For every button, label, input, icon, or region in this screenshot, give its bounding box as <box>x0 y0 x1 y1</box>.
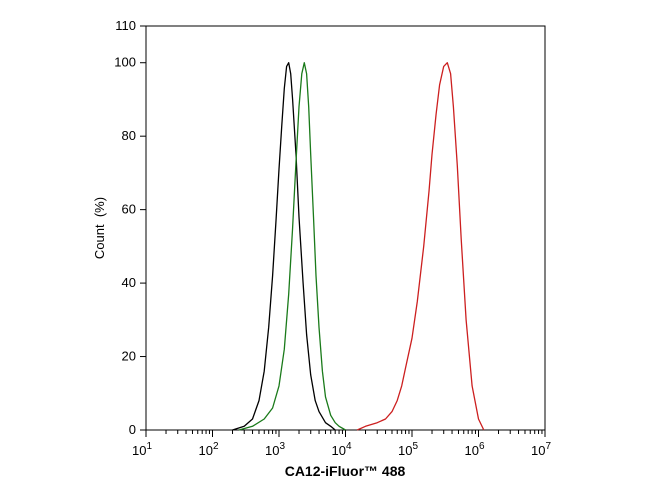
plot-frame <box>145 25 546 431</box>
series-line-3 <box>356 62 485 431</box>
y-tick-label: 80 <box>122 128 136 143</box>
y-tick-label: 110 <box>115 18 136 33</box>
x-axis-label: CA12-iFluor™ 488 <box>285 463 406 479</box>
y-axis: 0 20 40 60 80 100 110 <box>114 18 146 437</box>
x-tick-label: 103 <box>265 441 285 458</box>
y-tick-label: 0 <box>129 422 136 437</box>
x-axis: 101 102 103 104 105 106 107 <box>132 430 551 458</box>
x-tick-label: 102 <box>198 441 218 458</box>
y-tick-label: 40 <box>122 275 136 290</box>
series-line-1 <box>232 62 336 431</box>
x-tick-label: 105 <box>398 441 418 458</box>
x-tick-label: 106 <box>464 441 484 458</box>
y-axis-label: Count (%) <box>92 197 107 259</box>
y-tick-label: 60 <box>122 202 136 217</box>
x-tick-label: 101 <box>132 441 152 458</box>
y-tick-label: 100 <box>114 55 136 70</box>
y-tick-label: 20 <box>122 349 136 364</box>
x-tick-label: 107 <box>531 441 551 458</box>
x-tick-label: 104 <box>331 441 351 458</box>
series-lines <box>232 62 485 431</box>
series-line-2 <box>238 62 346 431</box>
